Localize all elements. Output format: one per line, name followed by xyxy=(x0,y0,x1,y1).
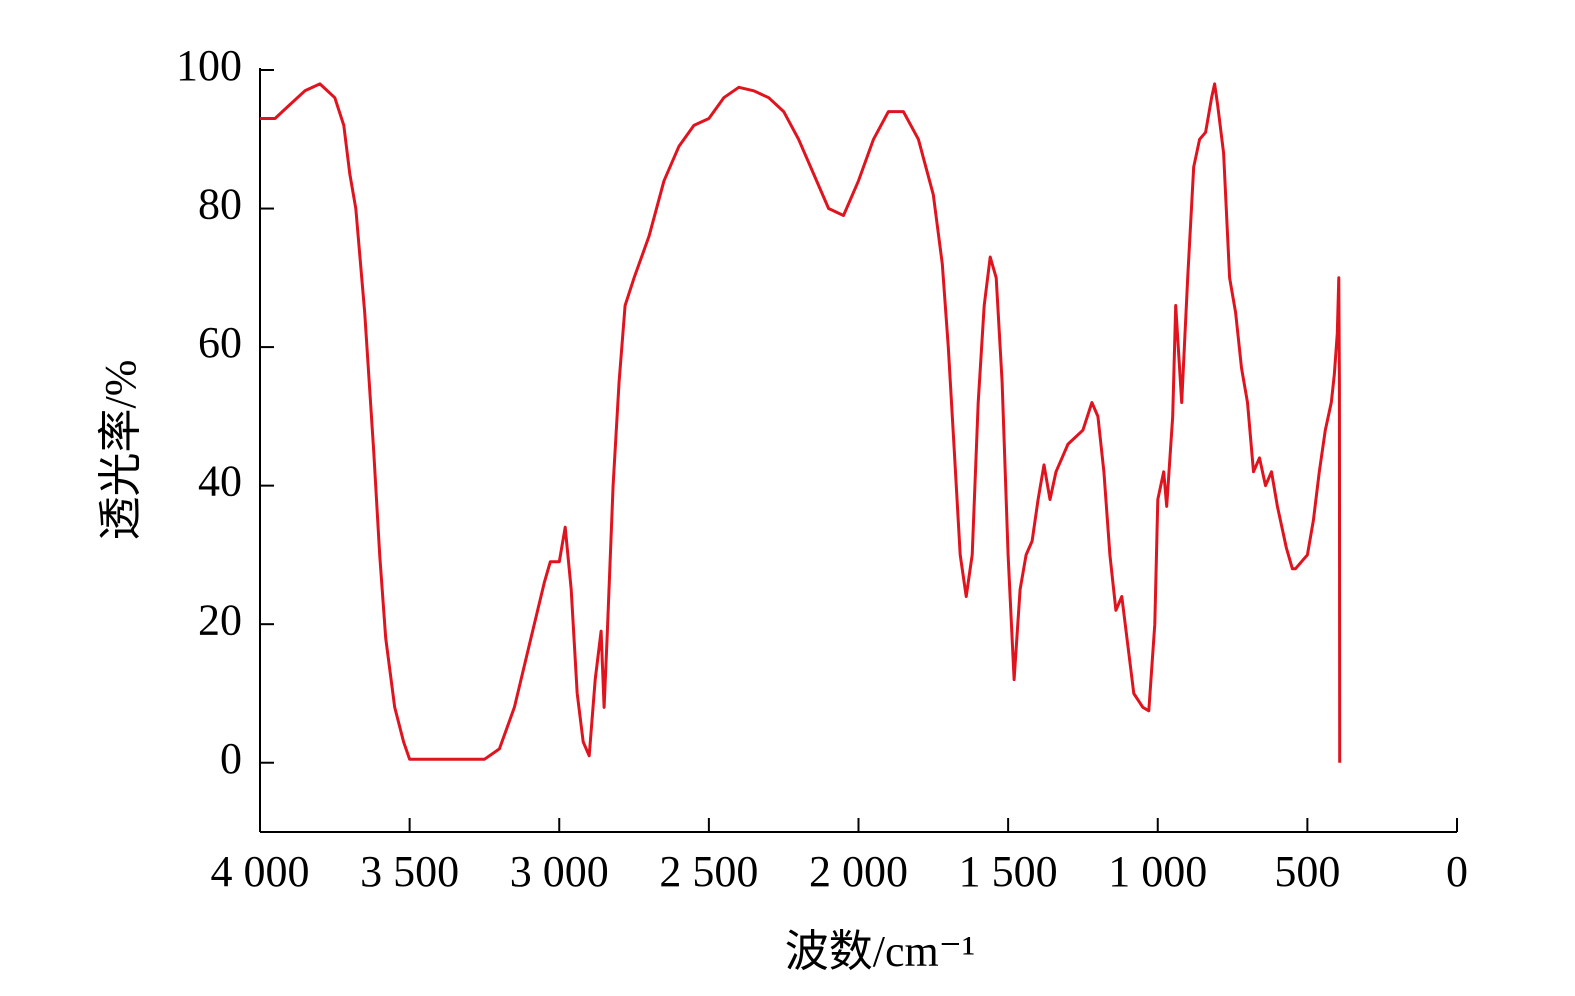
y-tick-label: 100 xyxy=(176,41,242,90)
x-tick-label: 3 000 xyxy=(510,847,609,896)
spectrum-line xyxy=(260,82,1342,763)
y-axis-label: 透光率/% xyxy=(96,360,145,541)
x-axis-label: 波数/cm⁻¹ xyxy=(785,927,975,976)
y-tick-label: 20 xyxy=(198,595,242,644)
x-tick-label: 500 xyxy=(1274,847,1340,896)
x-tick-label: 2 000 xyxy=(809,847,908,896)
x-tick-label: 1 000 xyxy=(1108,847,1207,896)
x-tick-label: 3 500 xyxy=(360,847,459,896)
x-tick-label: 2 500 xyxy=(659,847,758,896)
y-tick-label: 40 xyxy=(198,457,242,506)
y-tick-label: 60 xyxy=(198,318,242,367)
x-tick-label: 0 xyxy=(1446,847,1468,896)
y-tick-label: 80 xyxy=(198,180,242,229)
x-tick-label: 4 000 xyxy=(211,847,310,896)
x-tick-label: 1 500 xyxy=(959,847,1058,896)
y-tick-label: 0 xyxy=(220,734,242,783)
